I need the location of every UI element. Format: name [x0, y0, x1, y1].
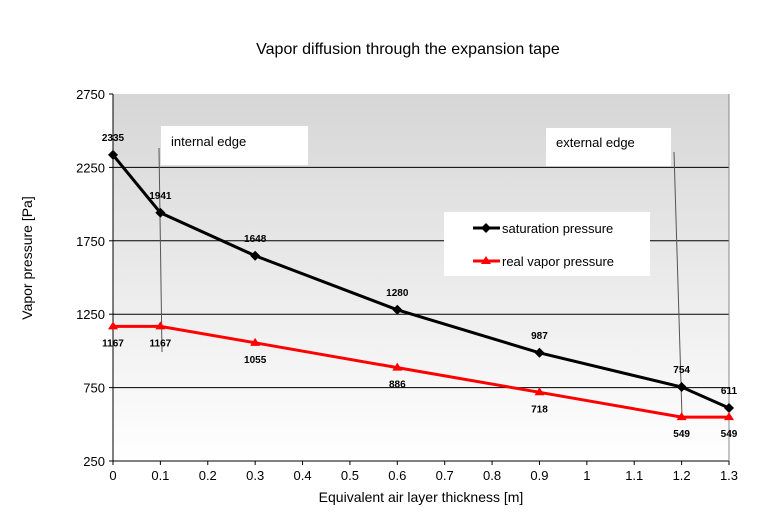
data-label: 549: [721, 429, 738, 440]
annotation-text: internal edge: [171, 134, 246, 149]
x-tick-label: 1.2: [673, 468, 691, 483]
x-axis-label: Equivalent air layer thickness [m]: [319, 489, 524, 505]
chart-title: Vapor diffusion through the expansion ta…: [256, 41, 560, 58]
data-point-diamond: [392, 304, 403, 315]
data-point-diamond: [108, 149, 118, 160]
data-label: 886: [389, 380, 406, 391]
y-tick-label: 2250: [76, 160, 105, 175]
data-label: 754: [673, 365, 690, 376]
data-label: 549: [673, 429, 690, 440]
x-tick-label: 0.9: [530, 468, 548, 483]
data-point-diamond: [676, 382, 687, 393]
annotation-text: external edge: [556, 135, 635, 150]
x-tick-label: 0.8: [483, 468, 501, 483]
x-tick-label: 0.4: [293, 468, 311, 483]
y-axis-label: Vapor pressure [Pa]: [19, 196, 35, 319]
x-tick-label: 0.7: [436, 468, 454, 483]
data-point-diamond: [724, 403, 734, 414]
data-label: 1941: [149, 191, 172, 202]
annotation-pointer-line: [673, 151, 683, 418]
data-label: 987: [531, 331, 548, 342]
x-tick-label: 0.2: [199, 468, 217, 483]
data-point-triangle: [250, 337, 261, 346]
data-label: 2335: [102, 133, 125, 144]
x-tick-label: 0.5: [341, 468, 359, 483]
data-point-triangle: [676, 412, 687, 421]
data-point-triangle: [155, 321, 166, 330]
annotation-box: [161, 126, 308, 165]
y-tick-label: 750: [83, 381, 105, 396]
legend: saturation pressure real vapor pressure: [444, 212, 650, 276]
x-tick-label: 0: [109, 468, 116, 483]
data-label: 1167: [102, 338, 124, 349]
x-tick-label: 0.1: [151, 468, 169, 483]
x-tick-label: 1.1: [625, 468, 643, 483]
y-tick-label: 2750: [76, 87, 105, 102]
annotation-pointer-line: [158, 147, 163, 353]
data-point-triangle: [108, 321, 118, 330]
x-tick-label: 1: [583, 468, 590, 483]
data-point-triangle: [534, 387, 545, 396]
data-label: 1280: [386, 288, 409, 299]
x-tick-label: 1.3: [720, 468, 738, 483]
y-tick-label: 1250: [76, 307, 105, 322]
data-point-triangle: [392, 362, 403, 371]
data-point-diamond: [481, 223, 491, 233]
x-tick-label: 0.6: [388, 468, 406, 483]
data-point-diamond: [250, 250, 261, 261]
data-point-triangle: [481, 256, 491, 264]
x-tick-label: 0.3: [246, 468, 264, 483]
data-point-diamond: [155, 207, 166, 218]
data-point-diamond: [534, 347, 545, 358]
y-tick-label: 250: [83, 454, 105, 469]
y-tick-label: 1750: [76, 234, 105, 249]
data-label: 1648: [244, 234, 267, 245]
data-point-triangle: [724, 412, 734, 421]
data-label: 718: [531, 404, 548, 415]
legend-label: real vapor pressure: [502, 254, 614, 269]
data-label: 611: [721, 386, 738, 397]
legend-label: saturation pressure: [502, 221, 613, 236]
annotation-box: [546, 128, 671, 166]
data-label: 1167: [150, 338, 172, 349]
data-label: 1055: [244, 355, 267, 366]
